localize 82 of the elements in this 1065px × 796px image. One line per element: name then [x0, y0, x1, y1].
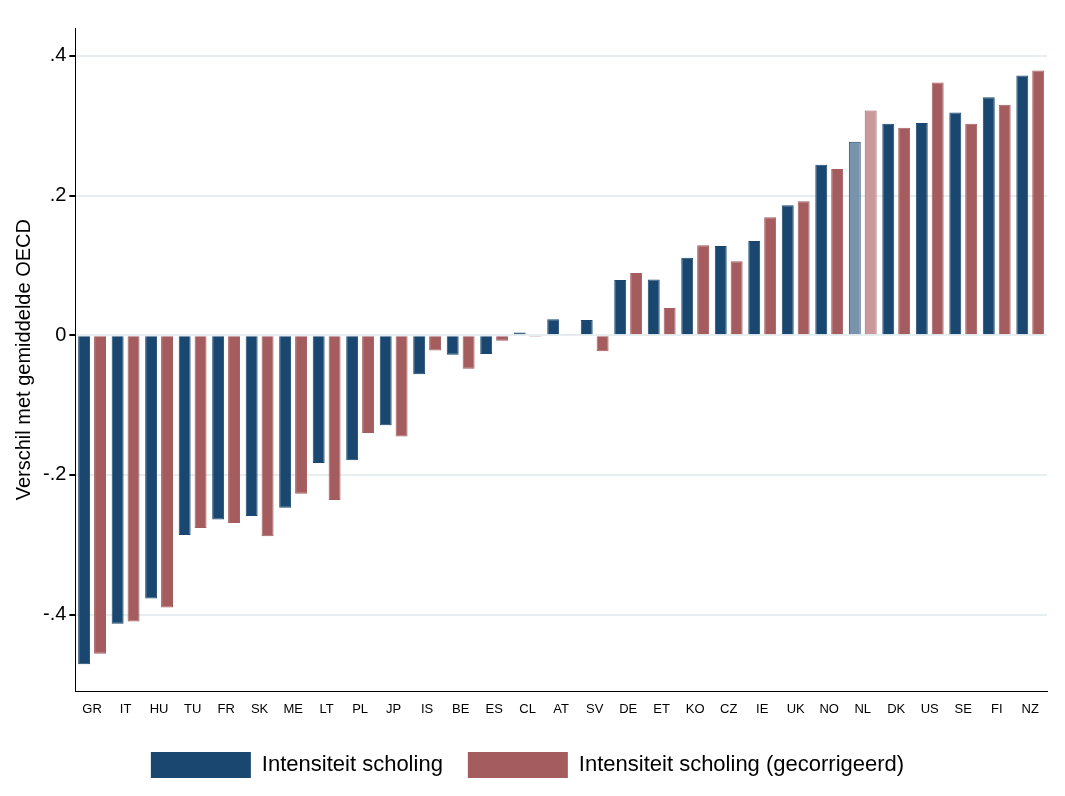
bar	[882, 123, 895, 335]
bar	[614, 280, 627, 335]
x-tick-label: GR	[82, 700, 102, 716]
y-tick-label: 0	[55, 322, 67, 345]
bar	[949, 112, 962, 335]
bar	[261, 336, 274, 537]
bar	[764, 217, 777, 335]
x-tick-label: FR	[217, 700, 235, 716]
y-tick-label: .4	[49, 43, 67, 66]
x-tick-label: TU	[183, 700, 202, 716]
x-tick-label: IS	[421, 700, 434, 716]
bar	[127, 336, 140, 622]
bar	[748, 240, 761, 335]
bar	[697, 245, 710, 335]
x-tick-label: ME	[283, 700, 304, 716]
x-tick-label: NL	[854, 700, 872, 716]
y-tick-label: .2	[49, 183, 67, 206]
legend-label: Intensiteit scholing	[261, 751, 443, 777]
x-tick-label: ET	[653, 700, 671, 716]
bar	[815, 164, 828, 335]
x-tick-label: NO	[819, 700, 839, 716]
bar	[245, 336, 258, 517]
bar	[965, 123, 978, 335]
bar	[931, 82, 944, 335]
bar	[982, 97, 995, 335]
bar	[730, 261, 743, 335]
x-tick-label: JP	[386, 700, 402, 716]
bar	[194, 336, 207, 528]
x-tick-label: HU	[149, 700, 169, 716]
bar	[1016, 75, 1029, 335]
bar	[212, 336, 225, 520]
bar	[312, 336, 325, 464]
x-tick-label: SV	[586, 700, 604, 716]
bar	[145, 336, 158, 599]
x-tick-label: IE	[756, 700, 769, 716]
bar	[797, 201, 810, 335]
x-tick-label: ES	[485, 700, 504, 716]
bar	[781, 205, 794, 335]
bar	[279, 336, 292, 508]
x-tick-label: US	[920, 700, 940, 716]
x-tick-label: AT	[553, 700, 570, 716]
bar	[379, 336, 392, 426]
bar	[111, 336, 124, 624]
bar	[161, 336, 174, 608]
x-tick-label: SE	[954, 700, 973, 716]
bar	[362, 336, 375, 434]
bar	[831, 169, 844, 335]
x-tick-label: IT	[119, 700, 132, 716]
x-tick-label: FI	[990, 700, 1003, 716]
legend-label: Intensiteit scholing (gecorrigeerd)	[578, 751, 905, 777]
x-tick-label: LT	[319, 700, 334, 716]
bar	[395, 336, 408, 437]
x-tick-label: NZ	[1021, 700, 1039, 716]
x-tick-label: DK	[887, 700, 906, 716]
bar	[328, 336, 341, 501]
bar	[346, 336, 359, 461]
bar	[647, 279, 660, 335]
bar	[228, 336, 241, 524]
x-tick-label: UK	[786, 700, 806, 716]
x-tick-label: CZ	[720, 700, 738, 716]
bar	[94, 336, 107, 654]
bar	[998, 104, 1011, 335]
x-tick-label: CL	[519, 700, 536, 716]
x-tick-label: SK	[250, 700, 269, 716]
y-tick-label: -.4	[43, 602, 67, 625]
bar	[462, 336, 475, 369]
bar	[1032, 70, 1045, 335]
bar	[714, 245, 727, 335]
x-tick-label: PL	[352, 700, 369, 716]
bar	[413, 336, 426, 375]
bar	[915, 122, 928, 335]
x-tick-label: BE	[451, 700, 470, 716]
bar	[78, 336, 91, 665]
bar	[295, 336, 308, 494]
bar	[178, 336, 191, 535]
x-tick-label: DE	[619, 700, 638, 716]
bar	[663, 308, 676, 335]
x-tick-label: KO	[685, 700, 705, 716]
bar	[681, 257, 694, 335]
y-axis-title: Verschil met gemiddelde OECD	[11, 219, 34, 501]
bar	[630, 273, 643, 335]
y-tick-label: -.2	[43, 462, 67, 485]
